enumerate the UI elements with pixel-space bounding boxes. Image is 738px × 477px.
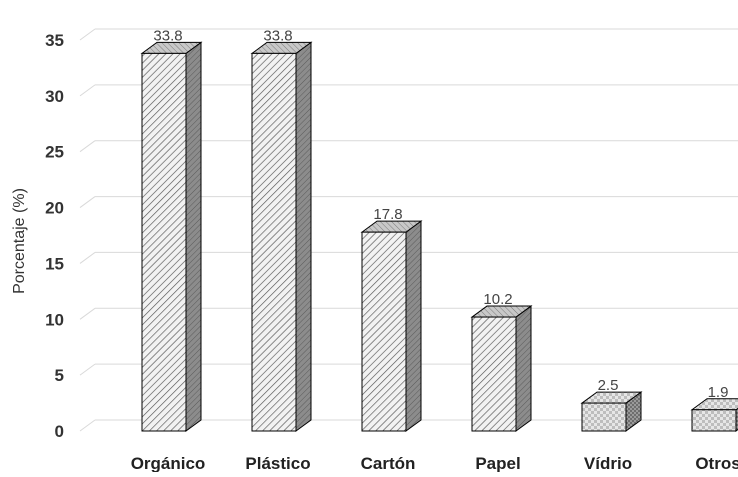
- x-category-label: Vídrio: [584, 454, 632, 472]
- data-labels: 33.8 33.8 17.8 10.2 2.5 1.9: [153, 27, 728, 400]
- y-axis-title: Porcentaje (%): [11, 188, 28, 294]
- bar-side: [405, 220, 422, 432]
- bar-side: [295, 41, 312, 432]
- bar-front: [361, 231, 407, 432]
- x-category-label: Otros: [695, 454, 738, 472]
- y-tick-label: 15: [45, 254, 64, 273]
- bar-front: [251, 52, 297, 432]
- data-label: 17.8: [373, 206, 402, 223]
- gridline: [79, 28, 738, 41]
- y-axis-ticks: 0 5 10 15 20 25 30 35: [45, 31, 64, 441]
- bar-front: [141, 52, 187, 432]
- gridline: [79, 196, 738, 208]
- bar-front: [691, 409, 737, 432]
- bar: [360, 220, 423, 432]
- data-label: 33.8: [153, 27, 182, 44]
- bar: [140, 41, 203, 432]
- data-label: 10.2: [483, 291, 512, 308]
- x-axis-categories: Orgánico Plástico Cartón Papel Vídrio Otros: [131, 454, 738, 473]
- x-category-label: Papel: [475, 454, 520, 472]
- bar-front: [471, 316, 517, 432]
- y-tick-label: 20: [45, 199, 64, 218]
- gridline: [79, 84, 738, 97]
- bars: [140, 41, 738, 432]
- bar: [580, 391, 643, 432]
- x-category-label: Cartón: [361, 454, 416, 472]
- x-category-label: Orgánico: [131, 454, 206, 472]
- bar: [470, 305, 533, 432]
- y-tick-label: 30: [45, 87, 64, 106]
- y-tick-label: 0: [55, 422, 64, 441]
- y-tick-label: 25: [45, 143, 64, 162]
- bar-side: [185, 41, 202, 432]
- y-tick-label: 10: [45, 310, 64, 329]
- data-label: 2.5: [598, 377, 619, 394]
- gridline: [79, 140, 738, 153]
- y-tick-label: 35: [45, 31, 64, 50]
- data-label: 33.8: [263, 27, 292, 44]
- x-category-label: Plástico: [245, 454, 310, 472]
- data-label: 1.9: [708, 384, 729, 401]
- bar: [690, 398, 738, 432]
- bar-front: [581, 402, 627, 432]
- y-tick-label: 5: [55, 366, 64, 385]
- bar: [250, 41, 313, 432]
- bar-side: [515, 305, 532, 432]
